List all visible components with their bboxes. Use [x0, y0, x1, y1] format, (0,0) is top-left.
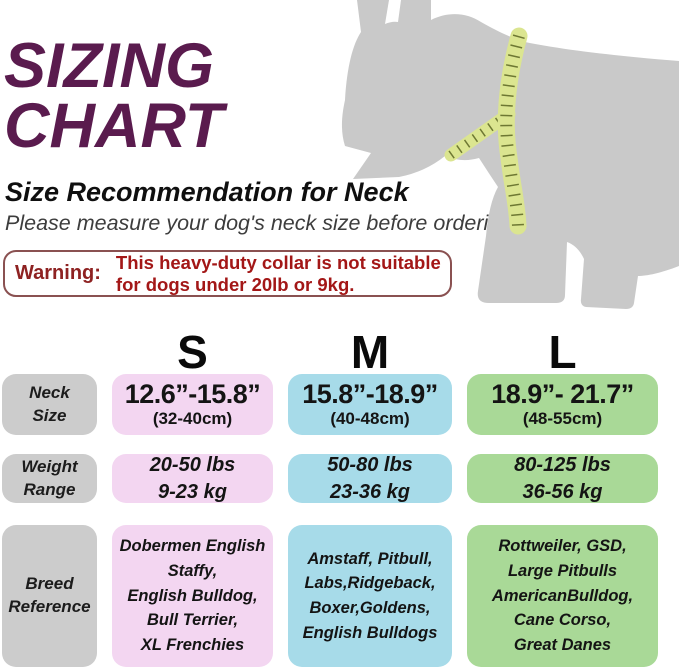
- breed-reference-text-s: Dobermen English Staffy, English Bulldog…: [119, 537, 266, 655]
- neck-size-cell-l: 18.9”- 21.7” (48-55cm): [467, 374, 658, 435]
- measuring-tape-vertical: [497, 27, 528, 235]
- measure-instruction: Please measure your dog's neck size befo…: [5, 211, 513, 235]
- warning-box: Warning: This heavy-duty collar is not s…: [3, 250, 452, 297]
- neck-size-cm-m: (40-48cm): [330, 408, 410, 428]
- neck-size-cm-s: (32-40cm): [152, 408, 233, 428]
- breed-reference-cell-m: Amstaff, Pitbull, Labs,Ridgeback, Boxer,…: [288, 525, 452, 667]
- dog-silhouette-illustration: [341, 0, 679, 309]
- neck-size-cell-m: 15.8”-18.9” (40-48cm): [288, 374, 452, 435]
- weight-range-cell-m: 50-80 lbs 23-36 kg: [288, 454, 452, 503]
- neck-size-inches-s: 12.6”-15.8”: [124, 379, 261, 410]
- measuring-tape-illustration: [444, 27, 528, 235]
- weight-range-cell-s: 20-50 lbs 9-23 kg: [112, 454, 273, 503]
- weight-range-text-m: 50-80 lbs 23-36 kg: [327, 453, 413, 503]
- breed-reference-text-l: Rottweiler, GSD, Large Pitbulls American…: [491, 537, 634, 655]
- neck-size-cm-l: (48-55cm): [522, 408, 603, 428]
- neck-size-inches-m: 15.8”-18.9”: [302, 379, 438, 410]
- page-title-line2: CHART: [4, 91, 224, 161]
- neck-size-cell-s: 12.6”-15.8” (32-40cm): [112, 374, 273, 435]
- breed-reference-text-m: Amstaff, Pitbull, Labs,Ridgeback, Boxer,…: [302, 549, 438, 642]
- section-heading: Size Recommendation for Neck: [5, 177, 409, 207]
- row-label-breed-reference: Breed Reference: [2, 525, 97, 667]
- breed-reference-cell-l: Rottweiler, GSD, Large Pitbulls American…: [467, 525, 658, 667]
- neck-size-inches-l: 18.9”- 21.7”: [491, 379, 634, 410]
- column-header-l: L: [548, 326, 577, 378]
- page-title-line1: SIZING: [4, 31, 215, 101]
- size-chart-table: S M L Neck Size 12.6”-15.8” (32-40cm) 15…: [2, 326, 658, 667]
- warning-text: This heavy-duty collar is not suitable f…: [115, 252, 441, 295]
- warning-label: Warning:: [15, 262, 101, 284]
- row-label-neck-size: Neck Size: [2, 374, 97, 435]
- breed-reference-cell-s: Dobermen English Staffy, English Bulldog…: [112, 525, 273, 667]
- weight-range-text-s: 20-50 lbs 9-23 kg: [149, 453, 236, 503]
- page-title: SIZING CHART: [4, 31, 224, 161]
- column-header-m: M: [350, 326, 390, 378]
- weight-range-text-l: 80-125 lbs 36-56 kg: [514, 453, 611, 503]
- weight-range-cell-l: 80-125 lbs 36-56 kg: [467, 454, 658, 503]
- row-label-weight-range: Weight Range: [2, 454, 97, 503]
- column-header-s: S: [177, 326, 208, 378]
